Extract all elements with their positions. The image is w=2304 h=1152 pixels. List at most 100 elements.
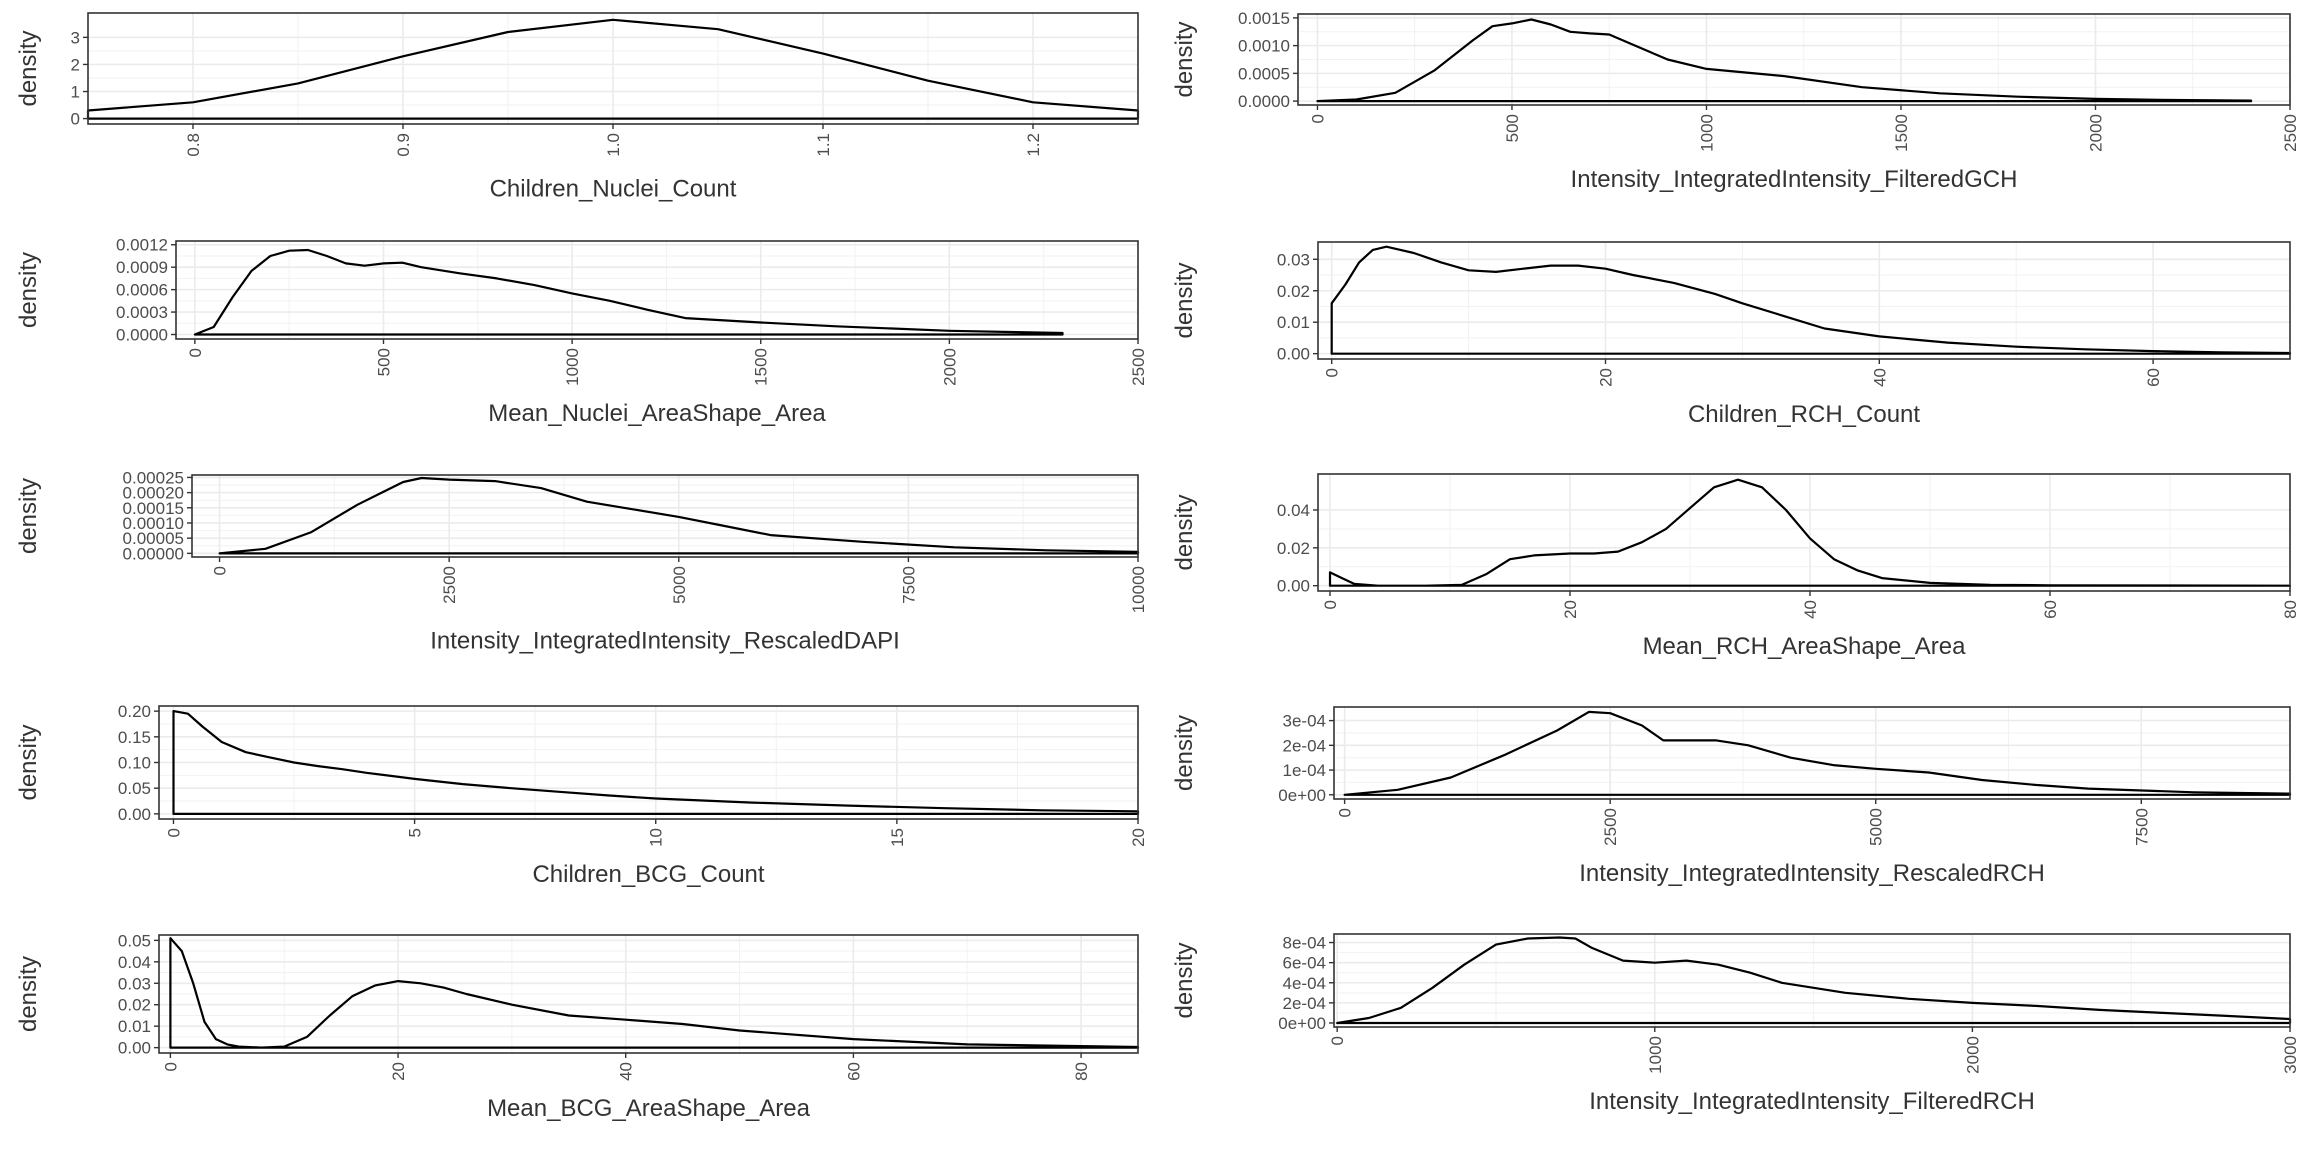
y-tick-label: 0.0000	[116, 326, 168, 345]
x-tick-label: 0	[1321, 600, 1340, 609]
y-axis-title: density	[15, 724, 42, 800]
y-tick-label: 0.0012	[116, 236, 168, 255]
x-tick-label: 40	[617, 1062, 636, 1081]
y-tick-label: 0.0000	[1238, 92, 1290, 111]
x-tick-label: 5	[406, 828, 425, 837]
x-axis-title: Children_Nuclei_Count	[490, 176, 737, 203]
x-tick-label: 60	[2041, 600, 2060, 619]
x-tick-label: 0	[186, 348, 205, 357]
x-tick-label: 0	[1328, 1036, 1347, 1045]
x-tick-label: 1.0	[604, 133, 623, 157]
y-tick-label: 0.15	[118, 728, 151, 747]
y-tick-label: 0.00020	[123, 484, 184, 503]
x-tick-label: 2000	[940, 348, 959, 386]
x-axis-title: Mean_BCG_AreaShape_Area	[487, 1095, 811, 1122]
x-tick-label: 5000	[1867, 808, 1886, 846]
chart-panel-3: 0.0000 0.0003 0.0006 0.0009 0.0012 0 500 1000 15…	[15, 236, 1148, 427]
y-axis-title: density	[1171, 715, 1198, 791]
chart-panel-1: 0 1 2 3 0.8 0.9 1.0 1.1 1.2 Children_Nuclei_Count…	[15, 12, 1140, 203]
x-axis-title: Mean_RCH_AreaShape_Area	[1643, 633, 1967, 660]
y-tick-label: 0.0005	[1238, 64, 1290, 83]
y-axis-title: density	[15, 956, 42, 1032]
x-axis-title: Children_BCG_Count	[532, 861, 764, 888]
density-curve	[1343, 710, 2292, 796]
x-axis-title: Intensity_IntegratedIntensity_RescaledRC…	[1579, 860, 2045, 887]
x-tick-label: 15	[888, 828, 907, 847]
y-tick-label: 0.04	[1277, 501, 1310, 520]
x-tick-label: 0	[161, 1062, 180, 1071]
x-axis-title: Intensity_IntegratedIntensity_RescaledDA…	[430, 628, 900, 655]
y-tick-label: 1	[71, 83, 80, 102]
y-tick-label: 0.10	[118, 754, 151, 773]
y-tick-label: 0.20	[118, 702, 151, 721]
x-tick-label: 0	[1308, 114, 1327, 123]
x-tick-label: 20	[1129, 828, 1148, 847]
y-tick-label: 3	[71, 28, 80, 47]
x-tick-label: 1.1	[814, 133, 833, 157]
x-tick-label: 1500	[1892, 114, 1911, 152]
y-tick-label: 0.01	[118, 1017, 151, 1036]
x-tick-label: 5000	[670, 566, 689, 604]
panel-border	[1333, 933, 2291, 1028]
x-tick-label: 2500	[440, 566, 459, 604]
y-tick-label: 0.0009	[116, 258, 168, 277]
y-tick-label: 0e+00	[1278, 786, 1326, 805]
chart-panel-9: 0.00 0.01 0.02 0.03 0.04 0.05 0 20 40 60 80 Mean_BC…	[15, 931, 1140, 1122]
y-tick-label: 0.00005	[123, 529, 184, 548]
x-tick-label: 0	[1336, 808, 1355, 817]
y-tick-label: 8e-04	[1283, 934, 1326, 953]
x-tick-label: 0.8	[184, 133, 203, 157]
panel-border	[1317, 473, 2291, 592]
density-curve	[172, 710, 1140, 815]
y-axis-title: density	[15, 30, 42, 106]
x-tick-label: 1.2	[1024, 133, 1043, 157]
x-tick-label: 1500	[752, 348, 771, 386]
y-tick-label: 0.01	[1277, 313, 1310, 332]
y-tick-label: 3e-04	[1283, 712, 1326, 731]
density-curve	[1336, 936, 2292, 1025]
y-tick-label: 0.00	[1277, 345, 1310, 364]
x-tick-label: 20	[1596, 368, 1615, 387]
x-tick-label: 2500	[1129, 348, 1148, 386]
x-tick-label: 0	[164, 828, 183, 837]
y-axis-title: density	[1171, 262, 1198, 338]
x-axis-title: Intensity_IntegratedIntensity_FilteredRC…	[1589, 1088, 2035, 1115]
y-tick-label: 1e-04	[1283, 761, 1326, 780]
x-tick-label: 7500	[899, 566, 918, 604]
chart-panel-8: 0e+00 1e-04 2e-04 3e-04 0 2500 5000 7500 Intensi…	[1171, 706, 2292, 887]
y-tick-label: 0.03	[118, 974, 151, 993]
x-tick-label: 1000	[563, 348, 582, 386]
x-tick-label: 7500	[2132, 808, 2151, 846]
y-tick-label: 0	[71, 110, 80, 129]
x-tick-label: 2000	[2086, 114, 2105, 152]
x-tick-label: 0.9	[394, 133, 413, 157]
y-tick-label: 0.0010	[1238, 37, 1290, 56]
y-tick-label: 0.05	[118, 779, 151, 798]
y-tick-label: 0.00010	[123, 514, 184, 533]
y-tick-label: 0.0015	[1238, 9, 1290, 28]
x-tick-label: 1000	[1646, 1036, 1665, 1074]
x-tick-label: 80	[1072, 1062, 1091, 1081]
density-curve	[1328, 478, 2292, 587]
density-curve	[1330, 245, 2292, 355]
panel-background	[192, 475, 1138, 557]
x-tick-label: 2000	[1963, 1036, 1982, 1074]
density-curve	[169, 937, 1140, 1049]
x-tick-label: 40	[1870, 368, 1889, 387]
density-curve	[218, 476, 1140, 555]
chart-panel-6: 0.00 0.02 0.04 0 20 40 60 80 Mean_RCH_AreaShape_…	[1171, 473, 2300, 660]
chart-panel-5: 0.000000.000050.000100.000150.000200.000…	[15, 468, 1148, 654]
y-axis-title: density	[1171, 494, 1198, 570]
x-tick-label: 20	[1561, 600, 1580, 619]
x-tick-label: 20	[389, 1062, 408, 1081]
x-tick-label: 10	[647, 828, 666, 847]
x-axis-title: Intensity_IntegratedIntensity_FilteredGC…	[1571, 166, 2018, 193]
y-axis-title: density	[1171, 21, 1198, 97]
x-axis-title: Children_RCH_Count	[1688, 401, 1920, 428]
y-tick-label: 0.00000	[123, 544, 184, 563]
y-tick-label: 0.00	[118, 1039, 151, 1058]
y-axis-title: density	[15, 252, 42, 328]
x-tick-label: 0	[211, 566, 230, 575]
